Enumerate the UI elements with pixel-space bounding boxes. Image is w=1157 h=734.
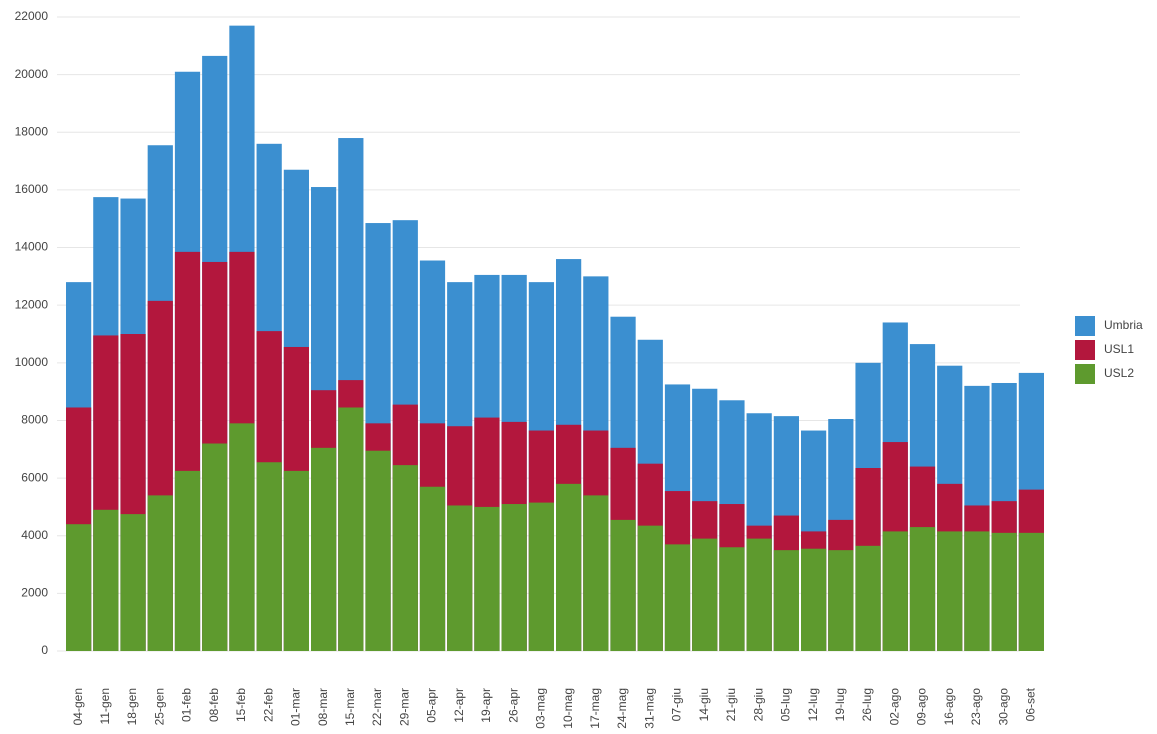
x-tick-label: 26-lug	[860, 688, 874, 721]
y-tick-label: 0	[41, 643, 48, 657]
x-tick-label: 03-mag	[534, 688, 548, 729]
x-tick-label: 02-ago	[887, 688, 901, 726]
x-tick-label: 22-feb	[261, 688, 275, 722]
bar	[202, 443, 228, 651]
x-tick-label: 08-mar	[316, 688, 330, 726]
bar	[719, 547, 745, 651]
x-tick-label: 26-apr	[506, 688, 520, 723]
bar	[338, 407, 364, 651]
bar	[229, 423, 255, 651]
bar	[311, 447, 337, 651]
x-tick-label: 18-gen	[125, 688, 139, 725]
x-tick-label: 01-mar	[289, 688, 303, 726]
x-tick-label: 12-apr	[452, 688, 466, 723]
legend-swatch	[1075, 316, 1095, 336]
bar	[501, 504, 527, 651]
bar	[692, 538, 718, 651]
legend-label: USL1	[1104, 342, 1134, 356]
y-tick-label: 4000	[21, 528, 48, 542]
bar	[937, 531, 963, 651]
bar	[801, 548, 827, 651]
bar	[855, 545, 881, 651]
bar	[392, 465, 418, 651]
x-tick-label: 09-ago	[915, 688, 929, 726]
x-tick-label: 16-ago	[942, 688, 956, 726]
bar	[773, 550, 799, 651]
x-tick-label: 04-gen	[71, 688, 85, 725]
x-tick-label: 30-ago	[996, 688, 1010, 726]
x-tick-label: 14-giu	[697, 688, 711, 721]
y-tick-label: 20000	[15, 67, 49, 81]
legend-label: USL2	[1104, 366, 1134, 380]
x-tick-label: 21-giu	[724, 688, 738, 721]
y-tick-label: 16000	[15, 182, 49, 196]
x-tick-label: 12-lug	[806, 688, 820, 721]
bar	[991, 532, 1017, 651]
bar	[174, 470, 201, 651]
bar	[882, 531, 908, 651]
bar	[283, 470, 309, 651]
x-tick-label: 19-lug	[833, 688, 847, 721]
legend-swatch	[1075, 364, 1095, 384]
x-tick-label: 07-giu	[670, 688, 684, 721]
bar	[1018, 532, 1044, 651]
y-tick-label: 8000	[21, 413, 48, 427]
x-tick-label: 29-mar	[397, 688, 411, 726]
bar	[583, 495, 609, 651]
bar	[447, 505, 473, 651]
y-tick-label: 18000	[15, 124, 49, 138]
x-tick-label: 15-feb	[234, 688, 248, 722]
x-tick-label: 05-lug	[779, 688, 793, 721]
bar	[120, 514, 146, 651]
x-tick-label: 31-mag	[642, 688, 656, 729]
x-tick-label: 08-feb	[207, 688, 221, 722]
x-tick-label: 24-mag	[615, 688, 629, 729]
bar	[256, 462, 282, 651]
x-tick-label: 23-ago	[969, 688, 983, 726]
y-tick-label: 14000	[15, 240, 49, 254]
y-tick-label: 10000	[15, 355, 49, 369]
bar	[909, 527, 936, 651]
y-tick-label: 2000	[21, 586, 48, 600]
x-tick-label: 25-gen	[152, 688, 166, 725]
x-tick-label: 17-mag	[588, 688, 602, 729]
bar	[528, 502, 554, 651]
x-tick-label: 28-giu	[751, 688, 765, 721]
bar	[147, 495, 173, 651]
x-tick-label: 22-mar	[370, 688, 384, 726]
bar	[746, 538, 772, 651]
bar	[365, 450, 391, 651]
bar	[610, 519, 636, 651]
x-tick-label: 01-feb	[180, 688, 194, 722]
bar	[66, 524, 92, 651]
bar	[474, 506, 500, 651]
x-tick-label: 19-apr	[479, 688, 493, 723]
y-tick-label: 22000	[15, 9, 49, 23]
x-tick-label: 10-mag	[561, 688, 575, 729]
x-tick-label: 06-set	[1024, 687, 1038, 721]
x-tick-label: 05-apr	[425, 688, 439, 723]
bar	[93, 509, 119, 651]
bar	[664, 544, 691, 651]
bar	[828, 550, 854, 651]
x-tick-label: 15-mar	[343, 688, 357, 726]
bar	[964, 531, 990, 651]
bar	[419, 486, 446, 651]
legend-swatch	[1075, 340, 1095, 360]
bar	[556, 483, 582, 651]
legend-label: Umbria	[1104, 318, 1143, 332]
y-tick-label: 12000	[15, 297, 49, 311]
bar	[637, 525, 663, 651]
x-tick-label: 11-gen	[98, 688, 112, 724]
y-tick-label: 6000	[21, 470, 48, 484]
